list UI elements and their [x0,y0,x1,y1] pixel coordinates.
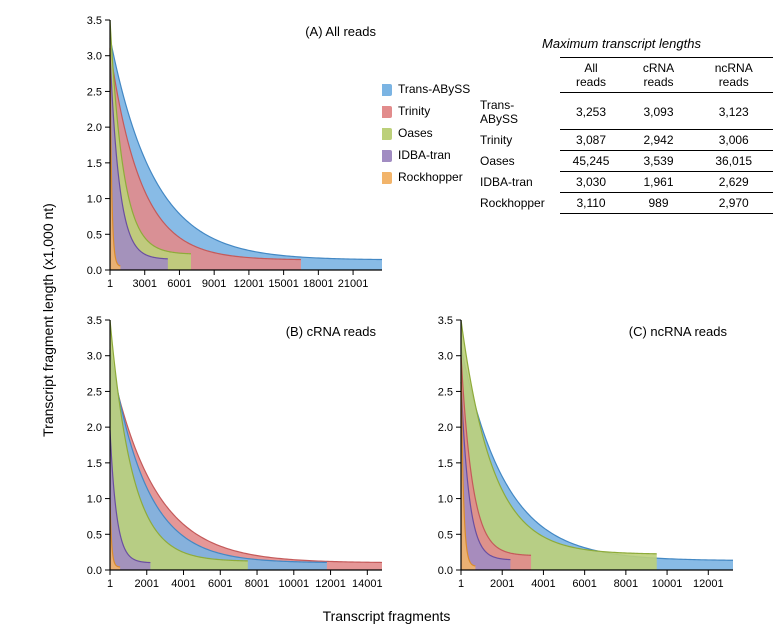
legend-label: Trans-ABySS [398,82,470,96]
y-tick-label: 2.5 [438,386,453,398]
table-cell: 3,093 [623,95,695,129]
legend-label: Trinity [398,104,430,118]
y-tick-label: 2.0 [87,422,102,434]
y-tick-label: 1.0 [438,494,453,506]
table-cell: 1,961 [623,171,695,192]
y-tick-label: 0.0 [87,265,102,277]
table-col-header: All reads [560,58,623,93]
table-col-header: cRNA reads [623,58,695,93]
legend-label: Rockhopper [398,170,463,184]
table-cell: 3,123 [694,95,773,129]
y-tick-label: 0.5 [438,529,453,541]
figure-root: Transcript fragment length (x1,000 nt) T… [0,0,773,637]
panel-b-label: (B) cRNA reads [286,324,376,339]
y-tick-label: 2.5 [87,86,102,98]
y-tick-label: 3.5 [438,315,453,327]
table-cell: 3,253 [560,95,623,129]
table-cell: 45,245 [560,150,623,171]
x-tick-label: 3001 [132,278,156,290]
x-tick-label: 4001 [171,578,195,590]
y-tick-label: 3.5 [87,15,102,27]
x-tick-label: 21001 [338,278,369,290]
table-cell: 2,629 [694,171,773,192]
table-row-header: Trinity [470,129,560,150]
table-cell: 36,015 [694,150,773,171]
table-title: Maximum transcript lengths [470,36,773,57]
table-cell: 989 [623,192,695,213]
x-axis-label: Transcript fragments [0,608,773,624]
table-cell: 3,539 [623,150,695,171]
y-tick-label: 2.0 [87,122,102,134]
x-tick-label: 1 [458,578,464,590]
y-tick-label: 3.0 [87,351,102,363]
y-axis-label: Transcript fragment length (x1,000 nt) [40,190,56,450]
max-transcript-table: Maximum transcript lengths All readscRNA… [470,36,773,214]
x-tick-label: 1 [107,278,113,290]
table-row-header: Rockhopper [470,192,560,213]
table-row-header: IDBA-tran [470,171,560,192]
x-tick-label: 2001 [490,578,514,590]
x-tick-label: 18001 [303,278,334,290]
x-tick-label: 12001 [234,278,265,290]
y-tick-label: 2.0 [438,422,453,434]
x-tick-label: 8001 [245,578,269,590]
table-row-header: Oases [470,150,560,171]
y-tick-label: 1.5 [87,158,102,170]
table-cell: 3,087 [560,129,623,150]
x-tick-label: 6001 [572,578,596,590]
panel-crna-reads: (B) cRNA reads 0.0 0.5 1.0 1.5 2.0 2.5 3.0 3.5 1… [60,312,390,597]
y-tick-label: 0.0 [438,565,453,577]
table-col-header [470,58,560,93]
y-tick-label: 3.0 [438,351,453,363]
panel-all-reads: (A) All reads 0.0 0.5 1.0 1.5 2.0 2.5 3.0 3.5 1 3… [60,12,390,297]
table-row-header: Trans-ABySS [470,95,560,129]
x-tick-label: 6001 [167,278,191,290]
x-tick-label: 10001 [652,578,683,590]
x-tick-label: 4001 [531,578,555,590]
table-cell: 2,942 [623,129,695,150]
panel-c-label: (C) ncRNA reads [629,324,727,339]
x-tick-label: 6001 [208,578,232,590]
x-tick-label: 10001 [278,578,309,590]
x-tick-label: 14001 [352,578,383,590]
y-tick-label: 0.5 [87,229,102,241]
legend-label: IDBA-tran [398,148,451,162]
x-tick-label: 12001 [693,578,724,590]
table-cell: 3,030 [560,171,623,192]
y-tick-label: 0.0 [87,565,102,577]
y-tick-label: 1.0 [87,494,102,506]
y-tick-label: 3.0 [87,51,102,63]
table-col-header: ncRNA reads [694,58,773,93]
panel-a-label: (A) All reads [305,24,376,39]
y-tick-label: 1.0 [87,194,102,206]
table-cell: 2,970 [694,192,773,213]
x-tick-label: 12001 [315,578,346,590]
table-cell: 3,006 [694,129,773,150]
x-tick-label: 1 [107,578,113,590]
y-tick-label: 0.5 [87,529,102,541]
x-tick-label: 2001 [135,578,159,590]
y-tick-label: 2.5 [87,386,102,398]
legend-label: Oases [398,126,433,140]
panel-ncrna-reads: (C) ncRNA reads 0.0 0.5 1.0 1.5 2.0 2.5 3.0 3.5… [420,312,750,597]
y-tick-label: 3.5 [87,315,102,327]
y-tick-label: 1.5 [438,458,453,470]
x-tick-label: 8001 [614,578,638,590]
x-tick-label: 9001 [202,278,226,290]
table-cell: 3,110 [560,192,623,213]
y-tick-label: 1.5 [87,458,102,470]
x-tick-label: 15001 [268,278,299,290]
table-body: All readscRNA readsncRNA reads Trans-AByS… [470,57,773,214]
